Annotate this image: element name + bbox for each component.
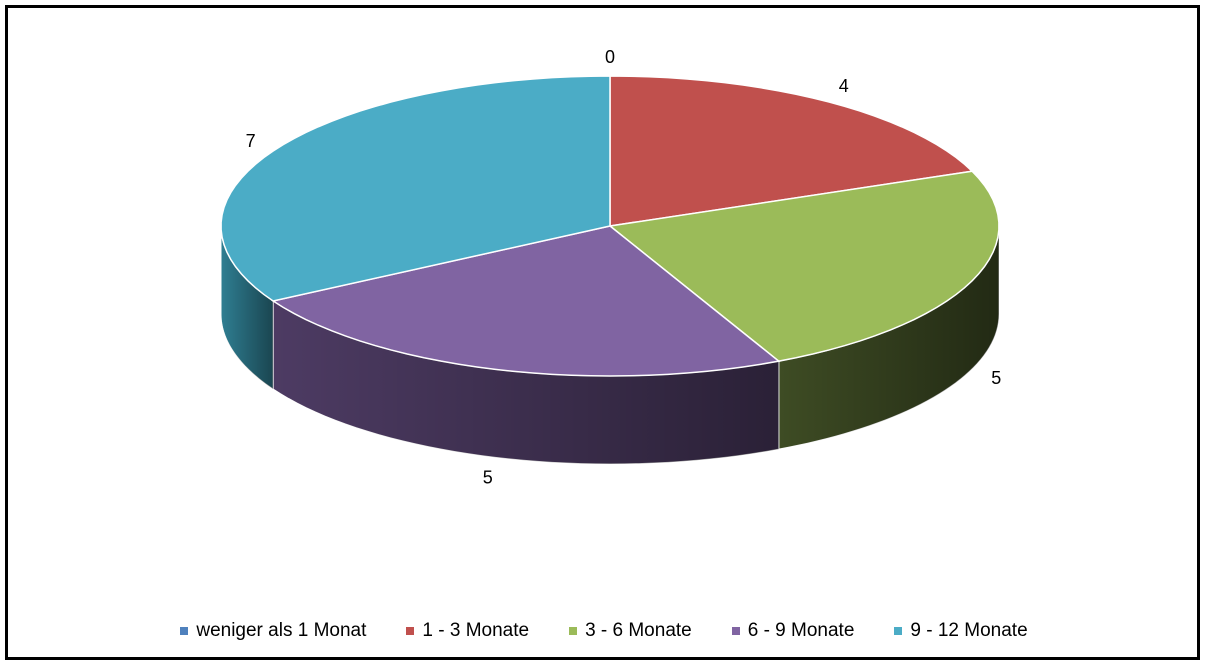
data-label-3-6-monate: 5 [991,368,1001,388]
pie-sides [220,225,1000,465]
legend-label: 6 - 9 Monate [747,620,855,641]
pie-side-shade [778,226,999,450]
legend-swatch [180,627,189,635]
legend-swatch [731,627,740,635]
pie-slice-6-9-monate [271,225,781,377]
legend-swatch [894,627,903,635]
legend-item-1-3-monate: 1 - 3 Monate [406,620,529,642]
legend-label: 9 - 12 Monate [910,620,1028,641]
pie-side-shade [221,226,274,389]
pie-slice-1-3-monate [609,75,974,227]
pie-data-labels: 0 4 5 5 7 [246,47,1002,488]
pie-slice-9-12-monate [220,75,611,302]
pie-slice-3-6-monate [608,170,1000,362]
legend-item-3-6-monate: 3 - 6 Monate [569,620,692,642]
legend-swatch [406,627,415,635]
data-label-6-9-monate: 5 [483,467,493,487]
legend-item-9-12-monate: 9 - 12 Monate [894,620,1028,642]
data-label-9-12-monate: 7 [246,131,256,151]
legend-label: weniger als 1 Monat [196,620,367,641]
legend-item-weniger-als-1-monat: weniger als 1 Monat [180,620,366,642]
pie-tops [220,75,1000,377]
legend-swatch [569,627,578,635]
legend-item-6-9-monate: 6 - 9 Monate [731,620,855,642]
legend-label: 3 - 6 Monate [585,620,692,641]
data-label-1-3-monate: 4 [839,76,849,96]
legend: weniger als 1 Monat 1 - 3 Monate 3 - 6 M… [0,618,1208,644]
pie-side-shade [273,301,779,464]
data-label-weniger-als-1-monat: 0 [605,47,615,67]
legend-label: 1 - 3 Monate [422,620,530,641]
